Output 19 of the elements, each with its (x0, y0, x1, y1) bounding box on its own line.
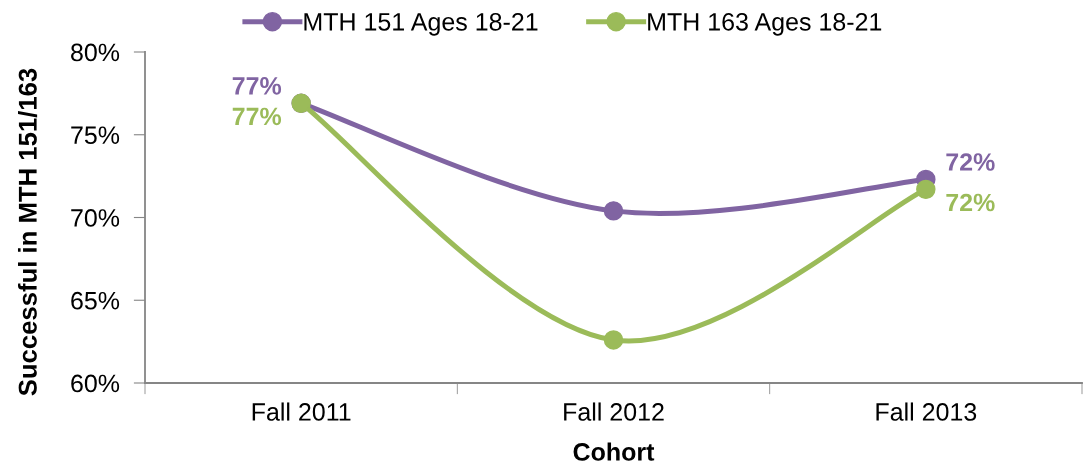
y-tick-label: 75% (71, 126, 120, 145)
y-tick-label: 60% (71, 374, 120, 393)
data-label: 77% (232, 107, 282, 126)
data-label: 77% (232, 77, 282, 95)
data-label: 72% (946, 153, 995, 171)
data-label: 72% (946, 193, 995, 212)
point (916, 179, 936, 200)
point (603, 330, 624, 350)
legend-label: MTH 151 Ages 18-21 (304, 12, 538, 36)
y-tick-label: 80% (71, 43, 120, 62)
legend-label: MTH 163 Ages 18-21 (648, 12, 882, 36)
x-axis-title: Cohort (573, 442, 655, 461)
y-axis-title: Successful in MTH 151/163 (17, 68, 38, 396)
point (603, 201, 624, 221)
x-tick-label: Fall 2011 (252, 402, 351, 421)
y-tick-label: 65% (71, 291, 120, 310)
x-tick-label: Fall 2012 (564, 402, 664, 421)
y-tick-label: 70% (71, 209, 120, 227)
x-tick-label: Fall 2013 (876, 402, 977, 421)
